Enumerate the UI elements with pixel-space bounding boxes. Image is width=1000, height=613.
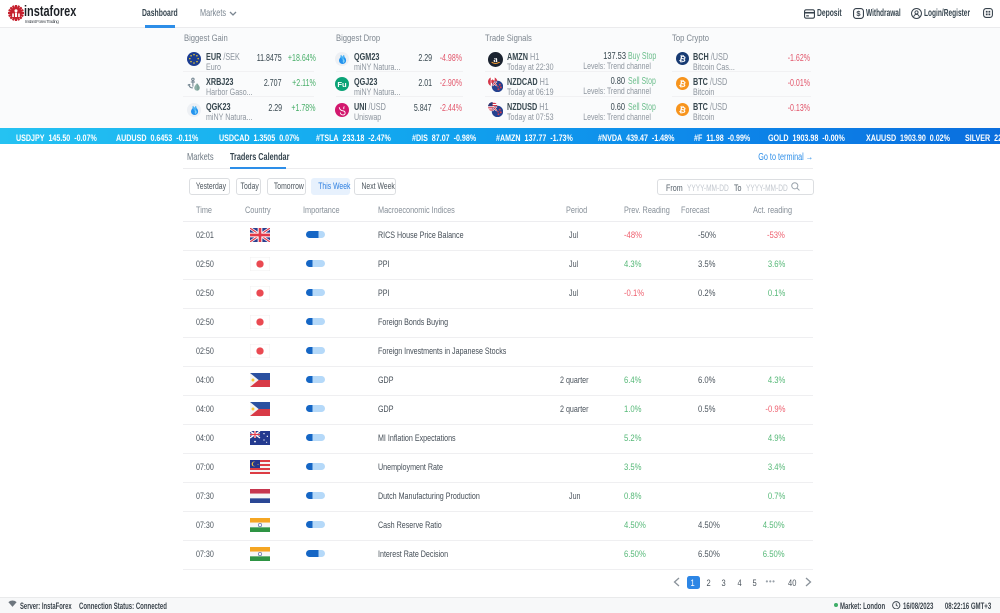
svg-text:$: $ xyxy=(856,9,861,18)
svg-text:a: a xyxy=(493,53,498,63)
svg-text:₿: ₿ xyxy=(678,78,687,89)
svg-text:₿: ₿ xyxy=(678,104,687,115)
svg-text:Instant Forex Trading: Instant Forex Trading xyxy=(25,18,59,23)
svg-text:₿: ₿ xyxy=(678,53,687,64)
svg-text:Fu: Fu xyxy=(337,80,347,89)
